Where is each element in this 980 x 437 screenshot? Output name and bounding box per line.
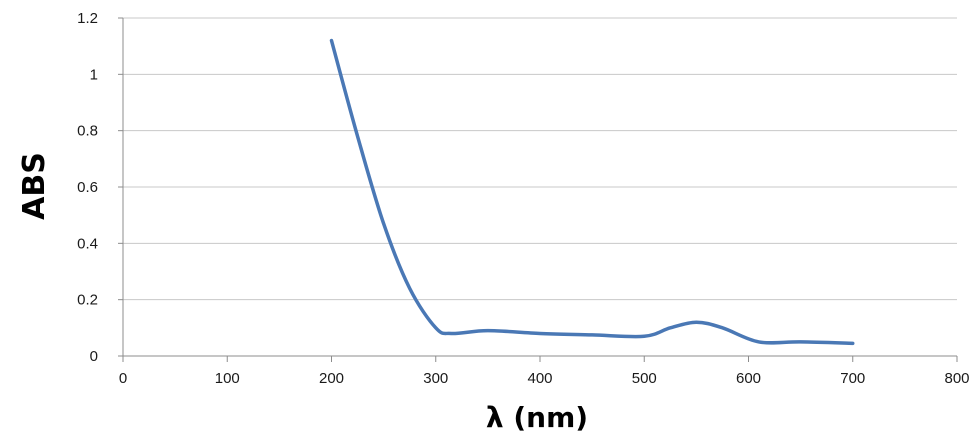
x-tick-label: 0 [119,370,127,387]
series-line [329,38,855,346]
x-tick-label: 100 [215,370,240,387]
tick-labels: 0 0.2 0.4 0.6 0.8 1 1.2 0 100 200 300 400 500 600 700 8… [77,10,969,387]
gridlines [123,17,957,301]
y-tick-label: 1 [90,66,98,83]
y-tick-label: 1.2 [77,10,98,27]
x-tick-label: 400 [527,370,552,387]
y-axis-title: ABS [17,152,52,220]
y-tick-label: 0.8 [77,123,98,140]
x-axis-title: λ (nm) [486,401,588,434]
x-tick-label: 300 [423,370,448,387]
y-tick-label: 0.6 [77,179,98,196]
x-tick-label: 800 [944,370,969,387]
x-tick-label: 500 [632,370,657,387]
y-tick-label: 0.4 [77,235,98,252]
axes [118,17,958,362]
x-tick-label: 700 [840,370,865,387]
x-tick-label: 200 [319,370,344,387]
y-tick-label: 0 [90,348,98,365]
y-tick-label: 0.2 [77,292,98,309]
x-tick-label: 600 [736,370,761,387]
series-layer [329,38,855,346]
